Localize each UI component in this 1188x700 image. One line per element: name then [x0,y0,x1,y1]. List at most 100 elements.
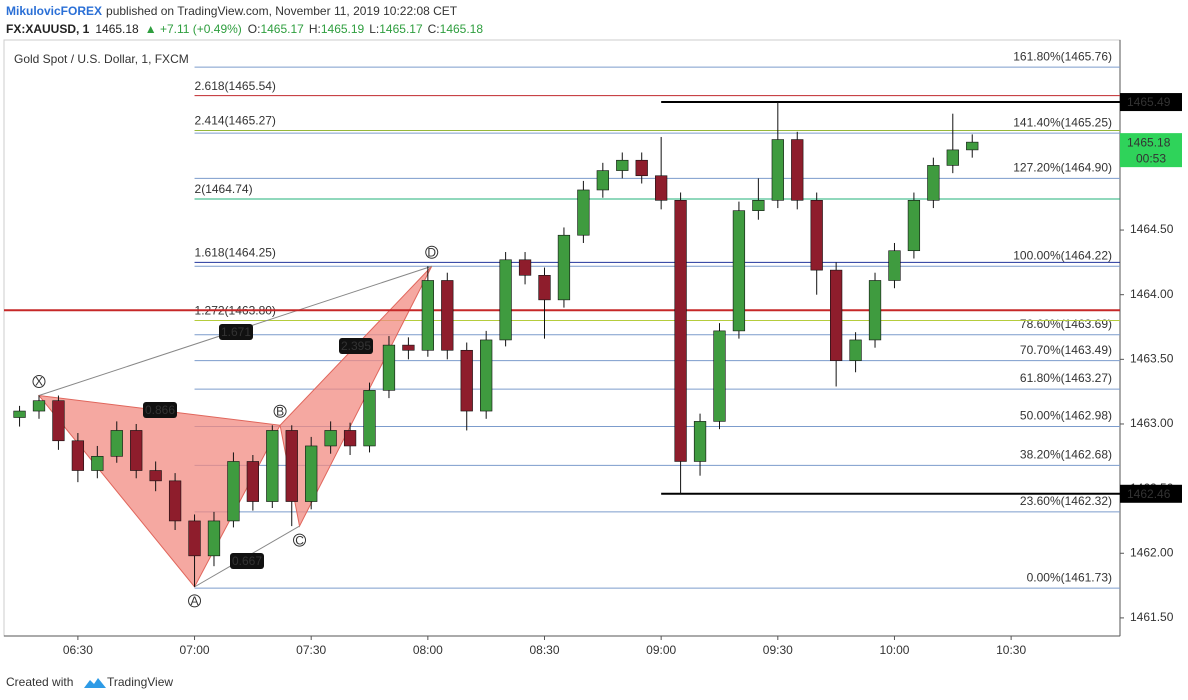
pattern-point [188,594,202,608]
last-price-tag [1120,133,1182,168]
ohlc-value: 1465.18 [440,22,484,36]
last-price-label: 1465.18 [1127,135,1171,149]
candle-body [285,430,298,502]
ohlc-label: H: [309,22,321,36]
candle-body [480,339,493,412]
candle-body [441,280,454,351]
ratio-label: 0.866 [145,403,175,417]
symbol-line: FX:XAUUSD, 1 1465.18 ▲ +7.11 (+0.49%) O:146… [6,22,483,36]
published-info: published on TradingView.com, November 1… [106,4,458,18]
x-tick-label: 07:30 [296,643,326,657]
candle-body [927,165,940,201]
price-tag-label: 1465.49 [1127,95,1171,109]
candle-body [460,349,473,412]
candle-body [596,170,609,191]
ratio-box [230,553,264,569]
symbol: FX:XAUUSD, 1 [6,22,90,36]
y-tick-label: 1464.50 [1130,222,1174,236]
candle-body [266,430,279,502]
ratio-box [339,338,373,354]
price-tag [1120,93,1182,112]
candle-body [188,520,201,557]
candle-body [655,175,668,201]
candle-body [207,520,221,557]
x-tick-label: 07:00 [180,643,210,657]
pattern-point-label: X [35,375,43,389]
tv-logo [84,678,106,688]
ratio-label: 1.671 [221,325,251,339]
candle-body [32,400,46,412]
price-tag-label: 1462.46 [1127,487,1171,501]
ratio-label: 2.395 [341,339,371,353]
candle-body [52,400,65,442]
publisher: MikulovicFOREX published on TradingView.c… [6,4,458,18]
candle-body [771,139,784,201]
x-tick-label: 09:30 [763,643,793,657]
candle-body [752,200,765,211]
candle-body [324,430,337,447]
candle-body [363,390,376,447]
fib-label: 50.00%(1462.98) [1020,409,1112,423]
x-tick-label: 10:30 [996,643,1026,657]
candle-body [305,445,318,502]
ohlc-label: O: [248,22,261,36]
candle-body [732,210,746,332]
ohlc-label: C: [428,22,440,36]
ohlc-value: 1465.19 [321,22,365,36]
ohlc-value: 1465.17 [260,22,304,36]
pattern-triangle [279,265,433,528]
fib-label: 38.20%(1462.68) [1020,448,1112,462]
candle-body [830,269,843,361]
last-price: 1465.18 [95,22,139,36]
candle-body [538,274,551,301]
pattern-point-label: A [191,594,199,608]
candle-body [149,470,162,482]
footer-brand[interactable]: TradingView [107,675,173,689]
fib-label: 127.20%(1464.90) [1013,161,1112,175]
fib-label: 1.618(1464.25) [195,246,276,260]
candle-body [966,141,979,151]
pattern-point-label: D [427,245,436,259]
fib-label: 61.80%(1463.27) [1020,371,1112,385]
candle-body [577,189,590,236]
candle-body [110,430,123,457]
pattern-point-label: B [276,404,284,418]
pattern-point [32,375,46,389]
candle-body [13,410,26,418]
candle-body [343,430,357,447]
y-tick-label: 1462.00 [1130,545,1174,559]
price-tag [1120,484,1182,503]
countdown: 00:53 [1136,151,1166,165]
y-tick-label: 1461.50 [1130,610,1174,624]
candle-body [907,200,921,252]
candle-body [71,440,85,471]
pattern-point [425,245,439,259]
candle-body [518,259,532,276]
candle-body [91,455,104,471]
change: ▲ +7.11 (+0.49%) [145,22,242,36]
ratio-box [219,324,253,340]
x-tick-label: 06:30 [63,643,93,657]
candle-body [421,280,434,351]
x-tick-label: 10:00 [879,643,909,657]
fib-label: 70.70%(1463.49) [1020,343,1112,357]
pattern-point [273,404,287,418]
candle-body [168,480,182,522]
candle-body [227,461,240,522]
y-tick-label: 1463.50 [1130,352,1174,366]
candle-body [616,159,629,171]
publisher-name[interactable]: MikulovicFOREX [6,4,102,18]
x-tick-label: 09:00 [646,643,676,657]
candle-body [635,159,648,177]
candle-body [791,139,804,201]
footer-created: Created with [6,675,73,689]
fib-label: 161.80%(1465.76) [1013,49,1112,63]
candle-body [557,234,571,301]
x-tick-label: 08:00 [413,643,443,657]
fib-label: 141.40%(1465.25) [1013,115,1112,129]
ohlc-label: L: [369,22,379,36]
candle-body [810,200,823,271]
fib-label: 78.60%(1463.69) [1020,317,1112,331]
fib-label: 2(1464.74) [195,182,253,196]
